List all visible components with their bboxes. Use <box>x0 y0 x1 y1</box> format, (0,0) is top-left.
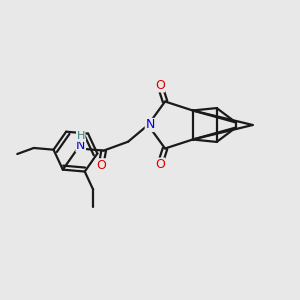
Text: N: N <box>76 139 86 152</box>
Text: H: H <box>76 131 85 141</box>
Text: O: O <box>155 158 165 171</box>
Text: O: O <box>155 79 165 92</box>
Text: N: N <box>145 118 155 131</box>
Text: O: O <box>96 159 106 172</box>
